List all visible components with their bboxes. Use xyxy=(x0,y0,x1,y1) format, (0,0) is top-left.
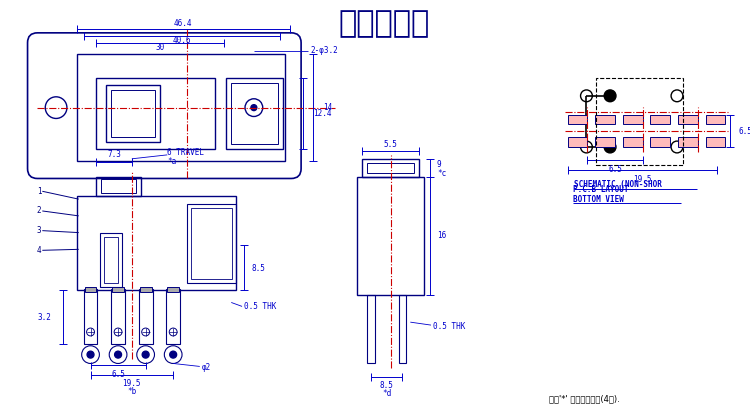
Bar xyxy=(367,163,414,173)
Bar xyxy=(398,295,406,364)
Bar xyxy=(100,233,122,287)
Bar xyxy=(568,137,587,147)
Bar xyxy=(191,208,232,279)
Text: 6.5: 6.5 xyxy=(608,165,622,174)
Text: BOTTOM VIEW: BOTTOM VIEW xyxy=(573,195,623,204)
Circle shape xyxy=(604,90,616,102)
Circle shape xyxy=(115,351,122,358)
Bar xyxy=(678,114,698,124)
Bar xyxy=(706,137,725,147)
Bar xyxy=(622,137,643,147)
Text: *a: *a xyxy=(167,157,176,166)
Text: *c: *c xyxy=(437,169,446,178)
Text: φ2: φ2 xyxy=(202,363,211,372)
Text: 7.3: 7.3 xyxy=(107,150,121,159)
Bar xyxy=(226,78,284,149)
Text: 2-φ3.2: 2-φ3.2 xyxy=(310,46,338,55)
Bar xyxy=(106,85,160,142)
Text: 注：'*' 表示关键尺寸(4个).: 注：'*' 表示关键尺寸(4个). xyxy=(549,394,620,404)
Bar xyxy=(76,54,285,161)
Bar xyxy=(367,295,375,364)
Bar xyxy=(167,287,179,292)
Text: 19.5: 19.5 xyxy=(633,175,652,183)
Bar xyxy=(104,237,118,283)
Bar xyxy=(76,196,236,290)
Text: 产品尺寸图: 产品尺寸图 xyxy=(338,10,430,39)
Text: 3: 3 xyxy=(37,226,41,235)
Text: 8.5: 8.5 xyxy=(380,381,394,390)
Bar xyxy=(187,204,236,283)
Bar xyxy=(97,78,214,149)
Bar xyxy=(84,289,98,344)
Bar xyxy=(650,137,670,147)
Bar xyxy=(596,78,683,165)
Text: SCHEMATIC (NON-SHOR: SCHEMATIC (NON-SHOR xyxy=(574,180,662,189)
Bar xyxy=(622,114,643,124)
Circle shape xyxy=(251,105,257,111)
Bar xyxy=(112,287,124,292)
Text: 40.6: 40.6 xyxy=(172,36,191,45)
Text: 19.5: 19.5 xyxy=(122,379,141,388)
Bar xyxy=(140,287,152,292)
Circle shape xyxy=(87,351,94,358)
Bar xyxy=(596,114,615,124)
FancyBboxPatch shape xyxy=(28,33,301,178)
Bar xyxy=(678,137,698,147)
Text: 14: 14 xyxy=(322,103,332,112)
Circle shape xyxy=(604,141,616,153)
Text: *b: *b xyxy=(128,387,136,396)
Text: *d: *d xyxy=(382,389,392,398)
Text: 46.4: 46.4 xyxy=(174,20,192,28)
Text: 6.5: 6.5 xyxy=(738,127,750,136)
Bar xyxy=(706,114,725,124)
Text: 3.2: 3.2 xyxy=(38,313,51,322)
Text: 8.5: 8.5 xyxy=(252,263,266,272)
Text: P.C.B LAYOUT: P.C.B LAYOUT xyxy=(573,185,628,194)
Text: 6.5: 6.5 xyxy=(111,370,125,379)
Text: 12.4: 12.4 xyxy=(313,109,332,118)
Text: 5.5: 5.5 xyxy=(384,139,398,149)
Bar xyxy=(97,176,141,196)
Bar xyxy=(139,289,152,344)
Text: 1: 1 xyxy=(37,187,41,196)
Text: 16: 16 xyxy=(437,231,446,240)
Bar xyxy=(85,287,97,292)
Bar xyxy=(362,159,419,176)
Circle shape xyxy=(170,351,177,358)
Bar xyxy=(568,114,587,124)
Bar xyxy=(357,176,424,295)
Bar xyxy=(101,179,136,193)
Text: 9: 9 xyxy=(437,160,442,169)
Bar xyxy=(650,114,670,124)
Text: 2: 2 xyxy=(37,206,41,215)
Bar xyxy=(111,90,155,137)
Circle shape xyxy=(142,351,149,358)
Bar xyxy=(166,289,180,344)
Bar xyxy=(111,289,125,344)
Text: 0.5 THK: 0.5 THK xyxy=(433,322,465,331)
Text: 6 TRAVEL: 6 TRAVEL xyxy=(167,149,204,157)
Bar xyxy=(231,83,278,144)
Text: 4: 4 xyxy=(37,246,41,255)
Text: 30: 30 xyxy=(156,43,165,52)
Bar xyxy=(596,137,615,147)
Text: 0.5 THK: 0.5 THK xyxy=(244,302,277,311)
